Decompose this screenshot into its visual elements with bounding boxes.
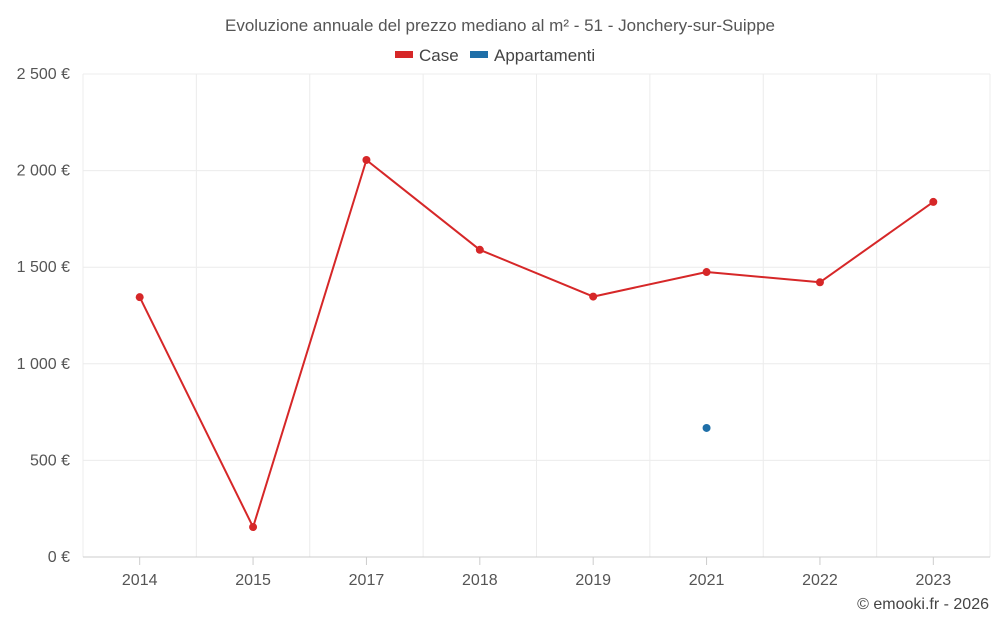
legend-label-appartamenti: Appartamenti	[494, 46, 595, 65]
y-tick-label: 2 000 €	[17, 163, 70, 180]
data-point-case[interactable]	[929, 197, 938, 206]
legend-item-appartamenti[interactable]: Appartamenti	[470, 46, 595, 65]
x-tick-label: 2014	[122, 572, 158, 589]
legend-swatch-appartamenti	[470, 51, 488, 58]
x-tick-label: 2023	[916, 572, 952, 589]
y-tick-label: 2 500 €	[17, 66, 70, 83]
data-point-case[interactable]	[249, 523, 258, 532]
chart-title: Evoluzione annuale del prezzo mediano al…	[225, 16, 775, 35]
x-tick-label: 2018	[462, 572, 498, 589]
legend-item-case[interactable]: Case	[395, 46, 459, 65]
data-point-case[interactable]	[475, 245, 484, 254]
legend-swatch-case	[395, 51, 413, 58]
legend-label-case: Case	[419, 46, 459, 65]
grid-lines	[82, 73, 991, 557]
data-point-case[interactable]	[702, 268, 711, 277]
series-line-case	[138, 159, 934, 529]
data-point-case[interactable]	[589, 292, 598, 301]
x-axis: 2014 2015 2017 2018 2019 2021 2022 2023	[83, 556, 990, 589]
credit-text: © emooki.fr - 2026	[857, 596, 989, 613]
x-tick-label: 2021	[689, 572, 725, 589]
y-axis: 0 € 500 € 1 000 € 1 500 € 2 000 € 2 500 €	[17, 66, 70, 566]
x-tick-label: 2019	[575, 572, 611, 589]
y-tick-label: 0 €	[48, 549, 70, 566]
y-tick-label: 500 €	[30, 452, 70, 469]
data-point-appartamenti[interactable]	[702, 423, 711, 432]
x-tick-label: 2022	[802, 572, 838, 589]
y-tick-label: 1 500 €	[17, 259, 70, 276]
data-point-case[interactable]	[815, 278, 824, 287]
data-point-case[interactable]	[135, 293, 144, 302]
series-layer	[135, 155, 938, 532]
x-tick-label: 2015	[235, 572, 271, 589]
x-tick-label: 2017	[349, 572, 385, 589]
y-tick-label: 1 000 €	[17, 356, 70, 373]
legend: Case Appartamenti	[395, 46, 595, 65]
data-point-case[interactable]	[362, 155, 371, 164]
